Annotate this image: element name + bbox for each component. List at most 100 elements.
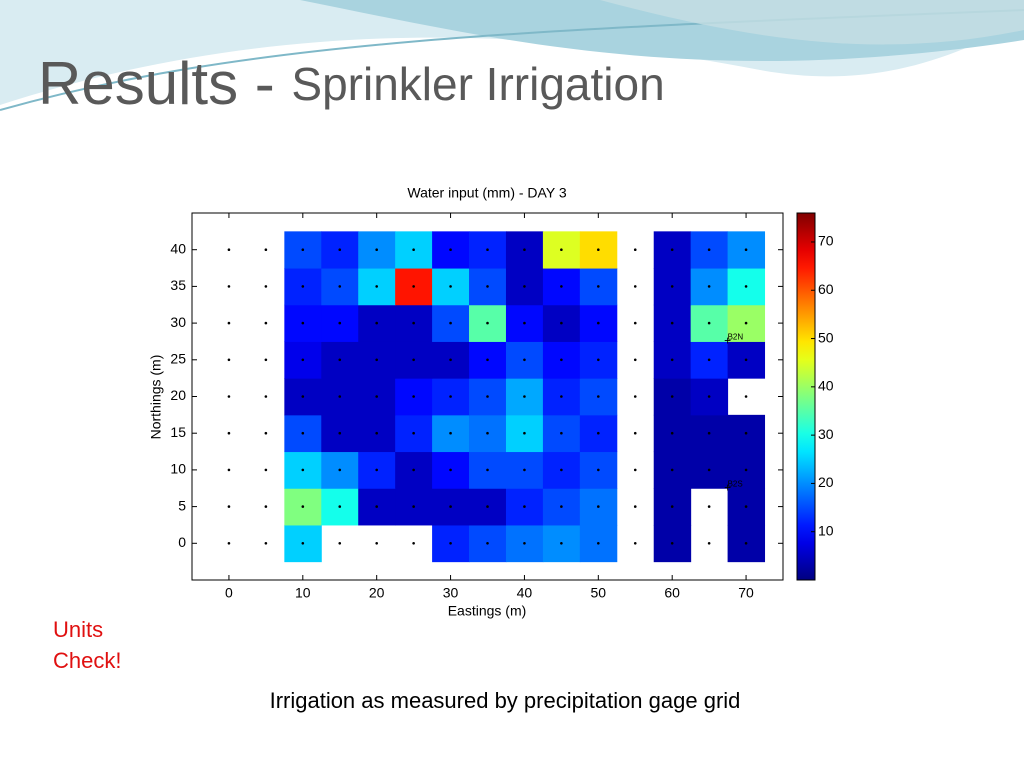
gage-point [597, 285, 600, 288]
gage-point [486, 431, 489, 435]
y-tick-label: 15 [170, 424, 186, 440]
gage-point [375, 505, 378, 508]
title-sub: Sprinkler Irrigation [291, 58, 664, 110]
colorbar-tick-label: 40 [818, 378, 834, 394]
gage-point [227, 248, 231, 251]
gage-point [744, 468, 748, 472]
gage-point [707, 321, 711, 325]
gage-point [560, 431, 563, 435]
gage-point [707, 358, 711, 362]
gage-point [264, 285, 268, 288]
gage-point [560, 468, 563, 472]
gage-point [449, 358, 452, 362]
gage-point [449, 321, 452, 325]
x-tick-label: 70 [738, 585, 754, 601]
gage-point [597, 468, 600, 472]
gage-point [449, 468, 452, 472]
gage-point [264, 431, 268, 435]
y-tick-label: 25 [170, 351, 186, 367]
x-tick-label: 60 [664, 585, 680, 601]
gage-point [744, 358, 748, 362]
gage-point [412, 358, 415, 362]
gage-point [227, 505, 231, 508]
gage-marker: + [724, 480, 731, 494]
gage-point [560, 358, 563, 362]
x-tick-label: 40 [517, 585, 533, 601]
gage-point [227, 358, 231, 362]
y-tick-label: 5 [178, 497, 186, 513]
gage-point [560, 505, 563, 508]
colorbar-tick-label: 70 [818, 233, 834, 249]
y-tick-label: 40 [170, 240, 186, 256]
gage-point [633, 248, 637, 251]
gage-point [486, 542, 489, 545]
gage-point [560, 321, 563, 325]
gage-point [707, 431, 711, 435]
y-tick-label: 10 [170, 461, 186, 477]
gage-point [375, 431, 378, 435]
gage-point [560, 285, 563, 288]
gage-point [633, 321, 637, 325]
gage-point [227, 542, 231, 545]
gage-point [449, 542, 452, 545]
gage-point [264, 358, 268, 362]
x-tick-label: 50 [591, 585, 607, 601]
gage-point [523, 321, 526, 325]
note: Units Check! [53, 617, 122, 673]
gage-point [523, 358, 526, 362]
gage-point [338, 358, 342, 362]
gage-point [744, 505, 748, 508]
gage-point [338, 248, 342, 251]
x-tick-label: 20 [369, 585, 385, 601]
colorbar-tick-label: 30 [818, 426, 834, 442]
gage-point [597, 431, 600, 435]
gage-point [633, 395, 637, 398]
gage-point [301, 468, 305, 472]
gage-point [670, 358, 674, 362]
gage-point [301, 321, 305, 325]
gage-point [744, 285, 748, 288]
gage-point [670, 248, 674, 251]
gage-point [375, 395, 378, 398]
gage-point [486, 285, 489, 288]
gage-point [338, 431, 342, 435]
gage-point [412, 542, 415, 545]
y-tick-label: 35 [170, 277, 186, 293]
gage-point [707, 395, 711, 398]
gage-point [523, 285, 526, 288]
colorbar-tick-label: 20 [818, 474, 834, 490]
gage-point [449, 285, 452, 288]
gage-point [486, 468, 489, 472]
gage-point [412, 468, 415, 472]
gage-point [338, 505, 342, 508]
y-axis-label: Northings (m) [148, 355, 164, 440]
gage-point [670, 505, 674, 508]
gage-point [264, 468, 268, 472]
gage-point [486, 248, 489, 251]
gage-point [486, 395, 489, 398]
gage-marker: + [724, 334, 731, 348]
gage-point [486, 321, 489, 325]
colorbar [796, 212, 816, 581]
gage-point [523, 248, 526, 251]
x-axis-label: Eastings (m) [448, 603, 527, 619]
gage-point [486, 505, 489, 508]
gage-point [560, 248, 563, 251]
gage-point [412, 505, 415, 508]
gage-point [301, 358, 305, 362]
gage-point [707, 248, 711, 251]
gage-point [264, 321, 268, 325]
gage-point [597, 395, 600, 398]
gage-point [227, 395, 231, 398]
gage-point [670, 431, 674, 435]
gage-label: B2S [728, 479, 743, 488]
gage-point [744, 321, 748, 325]
gage-point [412, 248, 415, 251]
gage-point [670, 468, 674, 472]
gage-point [449, 248, 452, 251]
gage-point [449, 395, 452, 398]
gage-point [338, 542, 342, 545]
gage-point [486, 358, 489, 362]
gage-point [597, 358, 600, 362]
